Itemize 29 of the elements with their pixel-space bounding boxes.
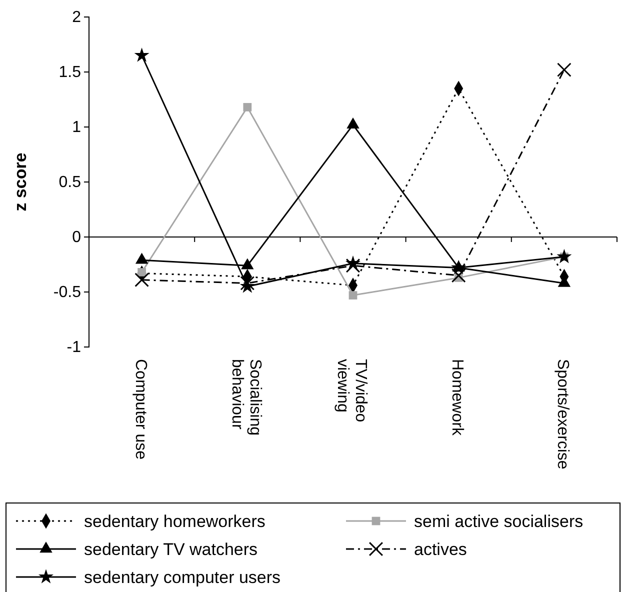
x-tick-label: Computer use — [132, 359, 149, 460]
y-tick-label: -1 — [66, 339, 82, 356]
x-tick-label: Sports/exercise — [554, 359, 572, 470]
y-tick-label: 1.5 — [58, 64, 82, 82]
y-axis-title: z score — [11, 152, 30, 212]
legend-label: sedentary homeworkers — [84, 512, 266, 531]
x-tick-label: Homework — [448, 359, 466, 436]
legend-label: actives — [414, 540, 467, 559]
point — [345, 256, 361, 270]
x-tick-label: Socialising behaviour — [228, 359, 264, 436]
y-tick-label: 2 — [72, 9, 82, 26]
x-tick-label: TV/video viewing — [334, 359, 369, 422]
y-tick-label: 0 — [72, 229, 82, 246]
y-tick-label: -0.5 — [53, 284, 82, 302]
y-tick-label: 1 — [72, 119, 82, 136]
point — [451, 260, 466, 274]
point — [243, 103, 252, 112]
point — [240, 276, 255, 290]
legend-label: semi active socialisers — [414, 512, 584, 531]
legend-label: sedentary computer users — [84, 568, 281, 587]
legend-label: sedentary TV watchers — [84, 540, 258, 559]
point — [556, 248, 572, 264]
point — [348, 291, 358, 300]
point — [451, 268, 466, 283]
point — [134, 272, 149, 288]
point — [557, 62, 572, 77]
point — [346, 258, 360, 273]
point — [134, 48, 150, 62]
y-tick-label: 0.5 — [58, 174, 82, 192]
